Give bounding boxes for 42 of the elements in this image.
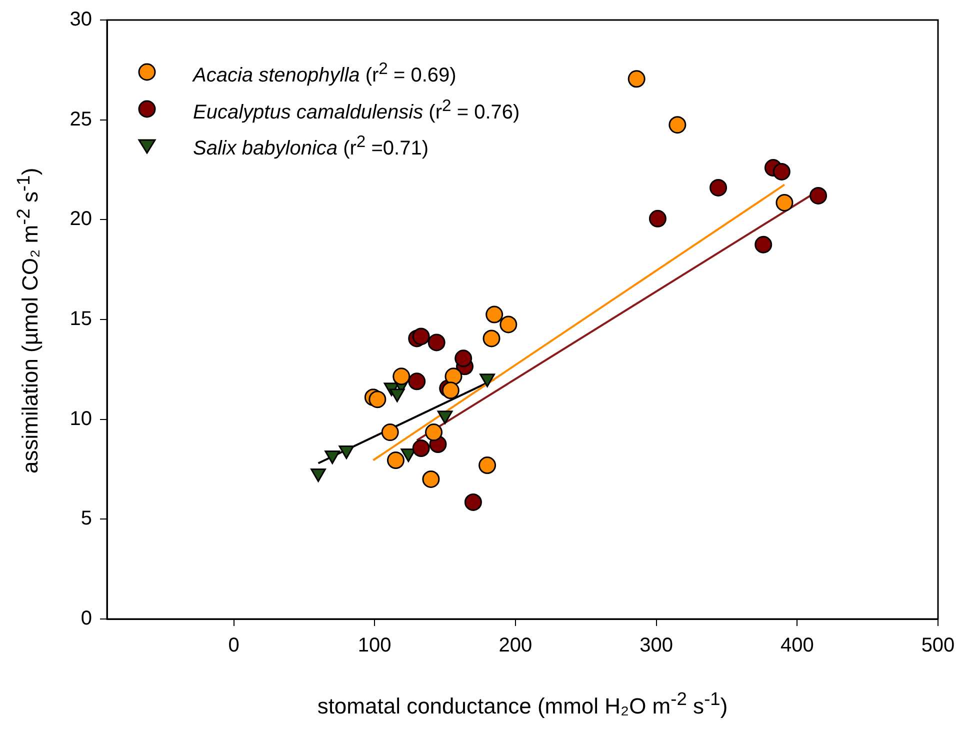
point <box>408 372 426 390</box>
point <box>776 194 794 212</box>
legend-label: Acacia stenophylla (r$^{2}$ = 0.69) <box>193 58 456 89</box>
point <box>381 424 399 442</box>
point <box>425 424 443 442</box>
point <box>668 116 686 134</box>
y-tick-label: 20 <box>70 208 92 230</box>
legend-label: Eucalyptus camaldulensis (r$^{2}$ = 0.76) <box>193 94 520 126</box>
point <box>428 334 446 352</box>
point <box>500 316 518 334</box>
point <box>482 330 500 348</box>
x-tick-label: 100 <box>358 634 392 657</box>
point <box>392 368 410 386</box>
point <box>464 493 482 511</box>
point <box>810 186 828 204</box>
point <box>412 440 430 458</box>
point <box>422 470 440 488</box>
point <box>386 452 404 470</box>
legend-label: Salix babylonica (r$^{2}$ =0.71) <box>193 131 429 162</box>
y-tick-label: 5 <box>80 508 92 530</box>
x-tick-label: 500 <box>921 634 955 657</box>
point <box>754 236 772 254</box>
point <box>368 390 386 408</box>
point <box>628 70 646 88</box>
point <box>478 456 496 474</box>
x-tick-label: 300 <box>640 634 673 657</box>
x-tick-label: 400 <box>780 634 814 657</box>
x-axis-title: stomatal conductance (mmol H₂O m$^{-2}$ s$^{-1}$) <box>316 688 729 720</box>
point <box>444 368 462 386</box>
y-tick-label: 0 <box>80 608 92 630</box>
y-tick-label: 25 <box>70 108 92 130</box>
point <box>412 328 430 346</box>
x-tick-label: 200 <box>498 634 532 657</box>
y-tick-label: 30 <box>70 8 92 31</box>
point <box>648 210 666 228</box>
y-tick-label: 15 <box>70 308 92 330</box>
point <box>710 178 728 196</box>
x-tick-label: 0 <box>228 634 240 657</box>
point <box>772 162 790 180</box>
point <box>486 306 504 324</box>
point <box>454 350 472 368</box>
y-tick-label: 10 <box>70 408 92 430</box>
